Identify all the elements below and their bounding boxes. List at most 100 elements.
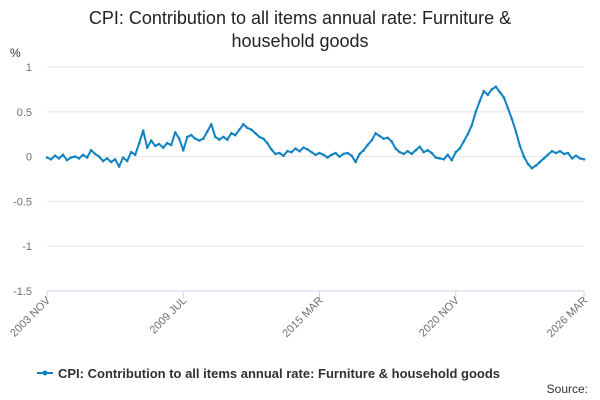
data-point[interactable] — [330, 153, 333, 157]
data-point[interactable] — [578, 157, 582, 160]
data-point[interactable] — [522, 155, 526, 158]
data-point[interactable] — [49, 157, 53, 161]
data-point[interactable] — [462, 140, 466, 143]
data-point[interactable] — [366, 143, 369, 147]
data-point[interactable] — [558, 149, 562, 153]
data-point[interactable] — [89, 149, 93, 152]
data-point[interactable] — [310, 150, 313, 154]
data-point[interactable] — [390, 140, 393, 143]
data-point[interactable] — [157, 142, 161, 146]
data-point[interactable] — [57, 157, 61, 160]
data-point[interactable] — [414, 149, 417, 152]
data-point[interactable] — [85, 156, 89, 159]
data-point[interactable] — [77, 157, 81, 160]
data-point[interactable] — [129, 150, 133, 154]
data-point[interactable] — [502, 96, 506, 99]
data-point[interactable] — [185, 135, 189, 139]
data-point[interactable] — [318, 151, 321, 155]
data-point[interactable] — [514, 130, 518, 133]
data-point[interactable] — [410, 152, 413, 156]
data-point[interactable] — [242, 123, 245, 126]
data-point[interactable] — [226, 138, 229, 141]
data-point[interactable] — [45, 156, 49, 159]
data-point[interactable] — [205, 130, 209, 133]
data-point[interactable] — [510, 117, 514, 121]
data-point[interactable] — [422, 150, 426, 154]
data-point[interactable] — [254, 132, 257, 135]
data-point[interactable] — [526, 162, 530, 166]
data-point[interactable] — [230, 132, 233, 135]
data-point[interactable] — [398, 150, 401, 154]
data-point[interactable] — [566, 151, 570, 155]
data-point[interactable] — [470, 123, 474, 127]
data-point[interactable] — [197, 139, 201, 142]
data-point[interactable] — [466, 132, 470, 136]
data-point[interactable] — [258, 135, 261, 139]
data-point[interactable] — [286, 149, 289, 153]
data-point[interactable] — [137, 141, 141, 145]
data-point[interactable] — [546, 153, 550, 157]
data-point[interactable] — [97, 155, 101, 158]
data-point[interactable] — [266, 141, 269, 145]
data-point[interactable] — [165, 141, 169, 145]
data-point[interactable] — [402, 152, 405, 156]
data-point[interactable] — [582, 157, 586, 161]
data-point[interactable] — [454, 150, 458, 154]
data-point[interactable] — [334, 151, 337, 155]
data-point[interactable] — [53, 154, 57, 158]
data-point[interactable] — [326, 156, 329, 159]
data-point[interactable] — [482, 89, 486, 93]
data-point[interactable] — [141, 129, 145, 132]
data-point[interactable] — [270, 148, 273, 151]
data-point[interactable] — [426, 149, 430, 152]
data-point[interactable] — [374, 132, 377, 135]
data-point[interactable] — [294, 147, 297, 150]
data-point[interactable] — [350, 154, 353, 158]
data-point[interactable] — [189, 133, 193, 137]
data-point[interactable] — [181, 149, 185, 152]
data-point[interactable] — [458, 147, 462, 150]
data-point[interactable] — [450, 158, 454, 162]
data-point[interactable] — [354, 160, 357, 164]
data-point[interactable] — [438, 157, 442, 160]
data-point[interactable] — [378, 134, 381, 138]
data-point[interactable] — [113, 157, 117, 161]
data-point[interactable] — [69, 156, 73, 159]
data-point[interactable] — [290, 150, 293, 154]
data-point[interactable] — [446, 153, 450, 157]
data-point[interactable] — [210, 123, 213, 126]
data-point[interactable] — [238, 128, 241, 132]
data-point[interactable] — [406, 149, 409, 153]
data-point[interactable] — [346, 151, 349, 155]
data-point[interactable] — [394, 147, 397, 150]
data-point[interactable] — [382, 137, 385, 140]
data-point[interactable] — [173, 131, 177, 134]
data-point[interactable] — [234, 133, 237, 137]
data-point[interactable] — [342, 152, 345, 156]
data-point[interactable] — [442, 157, 446, 161]
data-point[interactable] — [133, 153, 137, 157]
data-point[interactable] — [105, 157, 109, 160]
data-point[interactable] — [246, 126, 249, 130]
data-point[interactable] — [434, 156, 438, 159]
data-point[interactable] — [298, 149, 301, 153]
data-point[interactable] — [474, 110, 478, 114]
data-point[interactable] — [338, 155, 341, 158]
data-point[interactable] — [486, 93, 490, 97]
data-point[interactable] — [125, 159, 129, 163]
data-point[interactable] — [81, 153, 85, 157]
data-point[interactable] — [306, 148, 309, 151]
data-point[interactable] — [362, 149, 365, 152]
data-point[interactable] — [101, 159, 105, 163]
data-point[interactable] — [322, 153, 325, 157]
data-point[interactable] — [530, 166, 534, 170]
data-point[interactable] — [282, 154, 285, 158]
data-point[interactable] — [73, 155, 77, 158]
data-point[interactable] — [214, 135, 217, 139]
data-point[interactable] — [314, 153, 317, 157]
data-point[interactable] — [117, 165, 121, 168]
data-point[interactable] — [498, 90, 502, 94]
data-point[interactable] — [430, 151, 434, 155]
data-point[interactable] — [250, 128, 253, 132]
data-point[interactable] — [550, 149, 554, 153]
